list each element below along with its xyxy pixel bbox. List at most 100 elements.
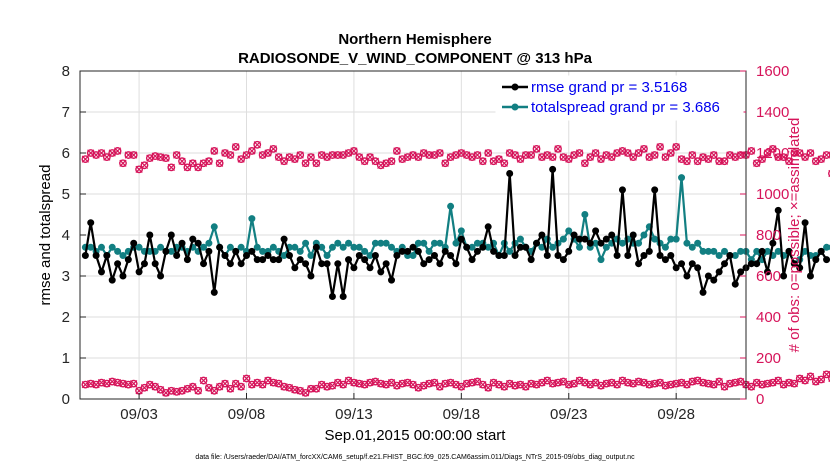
rmse-point: [490, 247, 498, 255]
obs-possible-cross: [393, 147, 401, 155]
obs-possible-cross: [688, 151, 696, 159]
rmse-point: [473, 247, 481, 255]
totalspread-point: [565, 227, 573, 235]
rmse-point: [758, 247, 766, 255]
obs-possible-point: [629, 153, 638, 162]
rmse-point: [264, 252, 272, 259]
rmse-point: [447, 252, 455, 259]
obs-assimilated-ring: [226, 384, 235, 393]
obs-assimilated-ring: [129, 379, 138, 388]
obs-assimilated-point: [242, 374, 251, 383]
obs-possible-point: [478, 157, 487, 166]
rmse-point: [409, 243, 417, 251]
rmse-point: [645, 247, 653, 255]
y-axis-left: 0 1 2 3 4 5 6 7 8: [62, 63, 86, 408]
totalspread-point: [447, 202, 455, 210]
obs-possible-point: [779, 153, 788, 162]
obs-possible-point: [817, 155, 826, 164]
rmse-point: [414, 247, 422, 255]
rmse-point: [806, 272, 814, 280]
rmse-point: [678, 260, 686, 268]
rmse-point: [694, 264, 702, 272]
totalspread-point: [108, 243, 116, 251]
rmse-point: [430, 252, 438, 259]
rmse-point: [377, 268, 385, 276]
rmse-point: [216, 243, 224, 251]
obs-assimilated-ring: [366, 378, 374, 387]
obs-possible-cross: [785, 157, 793, 165]
obs-possible-point: [307, 153, 315, 162]
obs-possible-point: [688, 151, 697, 159]
obs-assimilated-ring: [269, 378, 278, 387]
obs-possible-cross: [581, 159, 589, 167]
rmse-point: [635, 260, 643, 268]
totalspread-point: [457, 227, 465, 235]
obs-assimilated-ring: [790, 379, 799, 388]
obs-assimilated-ring: [613, 380, 621, 389]
totalspread-point: [661, 243, 669, 251]
rmse-point: [119, 272, 127, 280]
obs-possible-point: [656, 142, 664, 151]
totalspread-point: [355, 243, 363, 251]
obs-assimilated-ring: [511, 381, 519, 390]
obs-assimilated-ring: [462, 379, 471, 388]
rmse-point: [737, 268, 745, 276]
totalspread-point: [549, 243, 557, 251]
obs-possible-point: [392, 147, 401, 155]
obs-assimilated-ring: [817, 375, 826, 384]
y-axis-left-label: rmse and totalspread: [37, 165, 54, 306]
rmse-point: [237, 260, 245, 268]
obs-assimilated-ring: [758, 380, 767, 389]
y-right-tick-label: 400: [756, 309, 781, 326]
obs-assimilated-ring: [188, 382, 197, 391]
rmse-point: [785, 247, 793, 255]
obs-assimilated-ring: [806, 372, 815, 381]
rmse-point: [355, 252, 363, 259]
totalspread-point: [602, 243, 610, 251]
rmse-point: [699, 288, 707, 296]
totalspread-point: [452, 239, 460, 247]
obs-assimilated-ring: [237, 382, 246, 391]
obs-possible-point: [210, 147, 219, 155]
obs-possible-point: [532, 144, 541, 153]
obs-assimilated-point: [130, 380, 138, 388]
obs-possible-cross: [205, 157, 213, 165]
obs-possible-cross: [651, 151, 659, 159]
rmse-point: [479, 243, 487, 251]
rmse-point: [602, 235, 610, 243]
rmse-point: [763, 268, 771, 276]
obs-possible-point: [366, 153, 374, 162]
obs-possible-point: [693, 157, 702, 166]
obs-assimilated-ring: [548, 379, 557, 388]
obs-possible-cross: [720, 157, 729, 165]
obs-assimilated-ring: [731, 378, 740, 387]
rmse-point: [162, 247, 170, 255]
obs-assimilated-ring: [650, 379, 659, 388]
rmse-point: [613, 252, 621, 259]
rmse-point: [183, 256, 191, 264]
obs-possible-point: [425, 151, 434, 159]
rmse-point: [420, 260, 428, 268]
rmse-point: [468, 256, 476, 264]
obs-possible-cross: [113, 147, 122, 155]
obs-assimilated-ring: [430, 378, 439, 387]
totalspread-point: [97, 243, 105, 251]
totalspread-point: [226, 243, 234, 251]
obs-possible-point: [151, 152, 160, 160]
obs-possible-point: [81, 155, 90, 164]
rmse-point: [538, 231, 546, 239]
rmse-point: [388, 276, 396, 284]
rmse-point: [624, 252, 632, 259]
obs-possible-point: [828, 170, 830, 177]
rmse-point: [726, 252, 734, 259]
rmse-point: [221, 252, 229, 259]
totalspread-point: [87, 243, 95, 251]
totalspread-point: [210, 223, 218, 231]
totalspread-point: [576, 243, 583, 251]
obs-possible-point: [290, 155, 299, 164]
obs-assimilated-ring: [312, 384, 321, 393]
obs-possible-point: [747, 147, 756, 155]
totalspread-point: [516, 235, 524, 243]
rmse-point: [484, 223, 492, 231]
totalspread-point: [135, 243, 143, 251]
